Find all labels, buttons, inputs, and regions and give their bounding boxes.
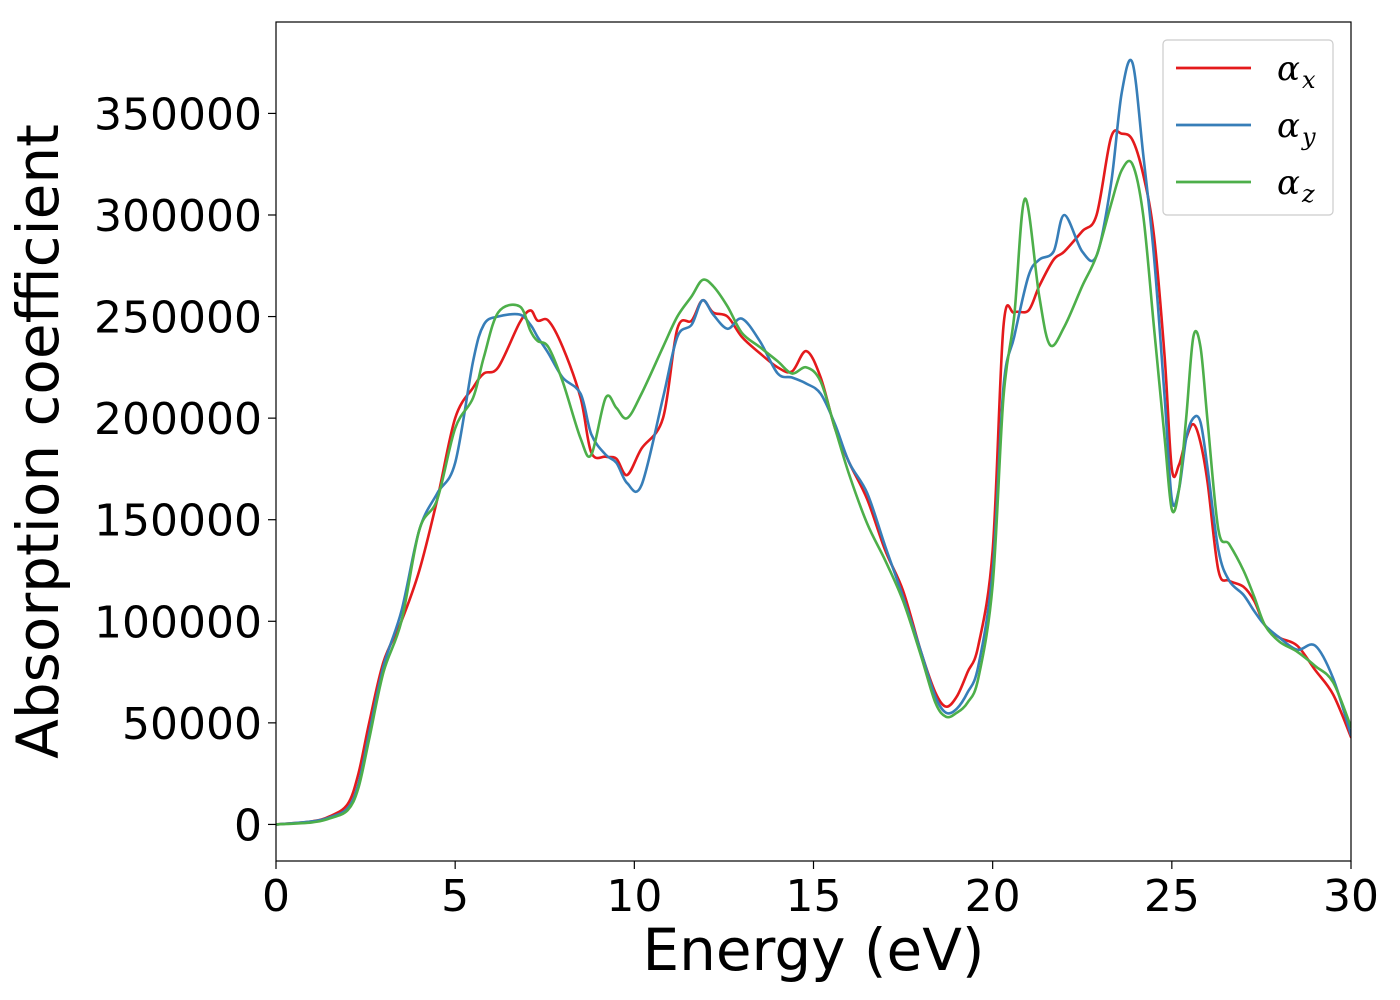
y-tick-label: 150000 <box>94 496 262 547</box>
y-tick-label: 250000 <box>94 293 262 344</box>
y-axis-label: Absorption coefficient <box>4 124 72 759</box>
x-tick-label: 5 <box>441 871 469 922</box>
series-line-alpha-x <box>276 129 1351 826</box>
y-tick-label: 50000 <box>122 699 262 750</box>
x-axis: 0 5 10 15 20 25 30 <box>262 861 1379 922</box>
y-tick-label: 200000 <box>94 394 262 445</box>
legend-label-alpha-z: αz <box>1277 163 1315 208</box>
y-axis: 0 50000 100000 150000 200000 250000 300000 3500… <box>94 89 276 851</box>
x-tick-label: 10 <box>606 871 662 922</box>
x-axis-label: Energy (eV) <box>642 916 984 984</box>
series-line-alpha-z <box>276 159 1351 826</box>
y-tick-label: 0 <box>234 800 262 851</box>
x-tick-label: 15 <box>786 871 842 922</box>
legend-box <box>1162 39 1334 216</box>
x-tick-label: 0 <box>262 871 290 922</box>
x-tick-label: 30 <box>1323 871 1379 922</box>
x-tick-label: 20 <box>965 871 1021 922</box>
y-tick-label: 300000 <box>94 191 262 242</box>
y-tick-label: 350000 <box>94 89 262 140</box>
series-layer <box>276 58 1351 826</box>
legend: αx αy αz <box>1162 39 1334 216</box>
legend-label-alpha-y: αy <box>1277 106 1316 151</box>
y-tick-label: 100000 <box>94 597 262 648</box>
x-tick-label: 25 <box>1144 871 1200 922</box>
legend-label-alpha-x: αx <box>1277 49 1316 94</box>
